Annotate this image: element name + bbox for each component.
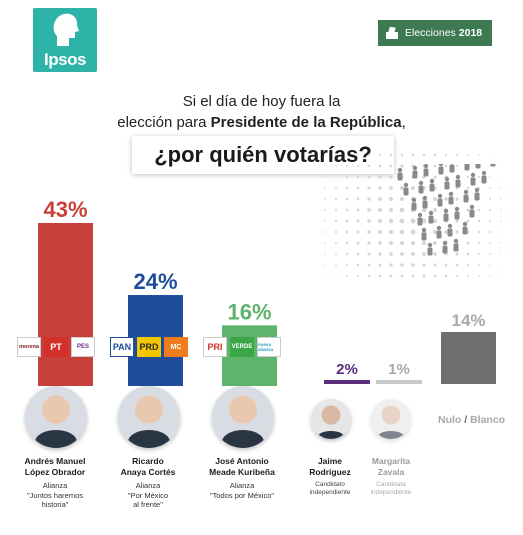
candidate-alliance-amlo: Alianza "Juntos haremos historia"	[26, 481, 84, 509]
question-main: ¿por quién votarías?	[132, 136, 394, 174]
candidate-name-meade: José Antonio Meade Kuribeña	[209, 456, 275, 477]
party-logo-pan: PAN	[110, 337, 134, 357]
party-logo-pes: PES	[71, 337, 95, 357]
party-logos-meade: PRI VERDE nueva alianza	[203, 337, 281, 357]
question-line-2-bold: Presidente de la República	[210, 114, 402, 131]
party-logos-anaya: PAN PRD MC	[110, 337, 188, 357]
value-label-zavala: 1%	[388, 361, 410, 378]
candidate-alliance-anaya: Alianza "Por México al frente"	[127, 481, 169, 509]
candidate-alliance-meade: Alianza "Todos por México"	[209, 481, 275, 500]
party-logo-nueva-alianza: nueva alianza	[257, 337, 281, 357]
question-line-2-post: ,	[401, 114, 406, 131]
party-logo-morena: morena	[17, 337, 41, 357]
value-label-rodriguez: 2%	[336, 361, 358, 378]
candidate-type-zavala: Candidata independiente	[370, 481, 412, 496]
ipsos-logo: Ipsos	[33, 8, 97, 72]
candidate-photo-amlo	[25, 386, 87, 448]
badge-year: 2018	[458, 27, 483, 39]
badge-label: Elecciones	[405, 27, 456, 39]
candidate-photo-meade	[212, 386, 274, 448]
party-logo-pri: PRI	[203, 337, 227, 357]
value-label-anaya: 24%	[133, 269, 177, 294]
candidate-name-zavala: Margarita Zavala	[371, 456, 411, 477]
value-label-nulo: 14%	[451, 311, 485, 330]
bar-nulo	[441, 332, 496, 384]
elections-badge: Elecciones 2018	[378, 20, 492, 46]
candidate-name-anaya: Ricardo Anaya Cortés	[120, 456, 176, 477]
party-logos-amlo: morena PT PES	[17, 337, 95, 357]
crowd-icon	[397, 164, 496, 256]
candidate-name-rodriguez: Jaime Rodríguez	[309, 456, 351, 477]
logo-text: Ipsos	[44, 50, 86, 69]
value-label-amlo: 43%	[43, 197, 87, 222]
value-label-meade: 16%	[227, 299, 271, 324]
bar-amlo	[38, 223, 93, 386]
bar-rodriguez	[324, 380, 370, 384]
party-logo-verde: VERDE	[230, 337, 254, 357]
ballot-box-icon	[386, 27, 398, 39]
question-line-2-pre: elección para	[117, 114, 211, 131]
party-logo-prd: PRD	[137, 337, 161, 357]
candidate-photo-zavala	[371, 399, 411, 439]
question-line-1: Si el día de hoy fuera la	[182, 93, 341, 110]
candidate-photo-rodriguez	[311, 399, 351, 439]
bar-zavala	[376, 380, 422, 384]
profile-head-icon	[53, 13, 79, 46]
candidate-name-amlo: Andrés Manuel López Obrador	[24, 456, 86, 477]
party-logo-mc: MC	[164, 337, 188, 357]
party-logo-pt: PT	[44, 337, 68, 357]
candidate-type-rodriguez: Candidato independiente	[309, 481, 351, 496]
question-line-2: elección para Presidente de la República…	[0, 114, 523, 131]
nulo-blanco-label: Nulo / Blanco	[438, 414, 506, 426]
candidate-photo-anaya	[118, 386, 180, 448]
